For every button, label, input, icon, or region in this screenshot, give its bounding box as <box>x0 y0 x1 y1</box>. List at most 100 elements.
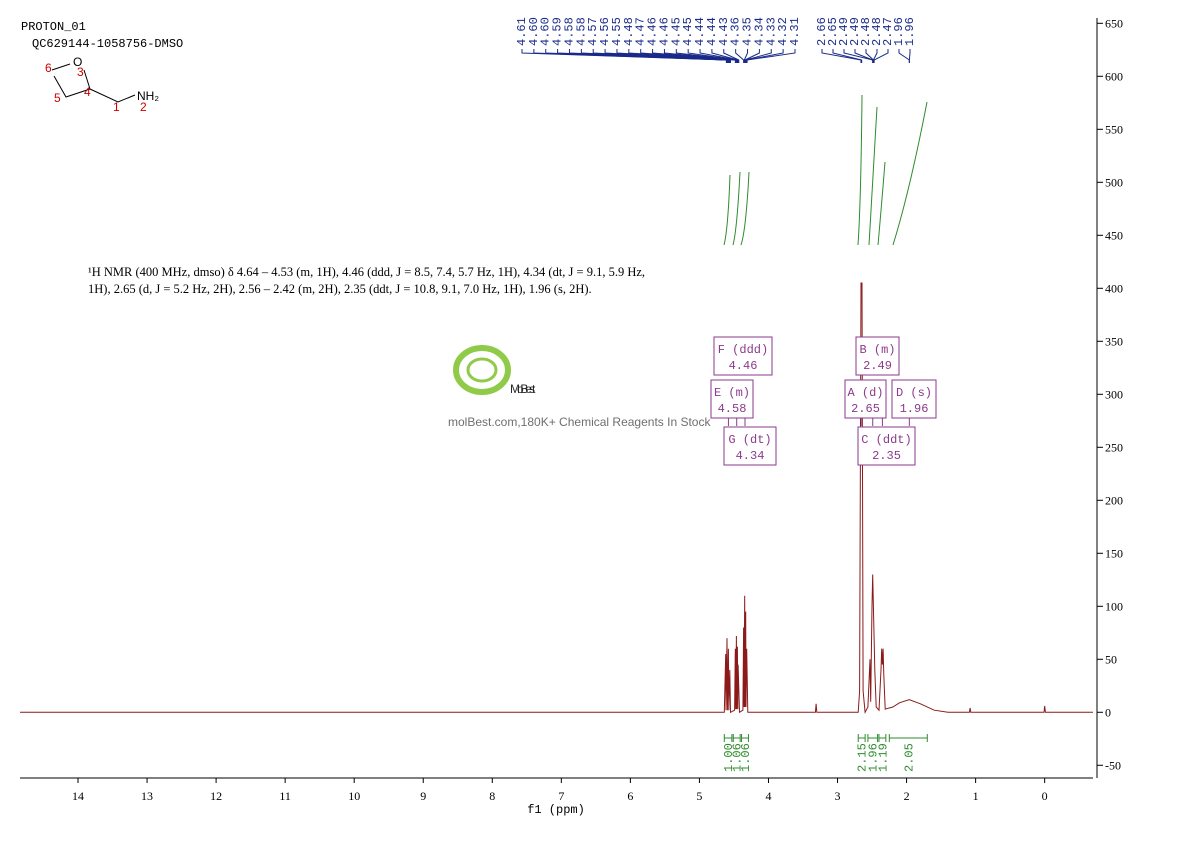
y-tick-label: 400 <box>1105 281 1123 295</box>
multiplet-shift: 4.46 <box>729 359 758 373</box>
peak-label: 2.65 <box>826 17 840 46</box>
peak-label: 4.32 <box>776 17 790 46</box>
bonds <box>51 63 136 103</box>
multiplet-shift: 4.34 <box>736 449 765 463</box>
multiplet-box <box>713 336 773 376</box>
brand: MolBest <box>510 382 536 396</box>
x-tick-label: 7 <box>558 789 564 803</box>
atom-number: 4 <box>84 85 91 99</box>
multiplet-shift: 2.49 <box>863 359 892 373</box>
integral-curve <box>740 171 750 246</box>
multiplet-box <box>844 379 887 419</box>
y-tick-label: 100 <box>1105 599 1123 613</box>
peak-label: 4.44 <box>693 17 707 46</box>
integral-label: 2.05 <box>902 743 916 772</box>
peak-label: 2.48 <box>870 17 884 46</box>
atom-number: 6 <box>45 61 52 75</box>
x-tick-label: 14 <box>72 789 84 803</box>
peak-connector <box>640 49 737 63</box>
peak-connector <box>663 49 738 63</box>
x-tick-label: 0 <box>1042 789 1048 803</box>
atom: O <box>73 55 82 69</box>
multiplet-shift: 1.96 <box>900 402 929 416</box>
peak-label: 4.35 <box>741 17 755 46</box>
integral-bracket <box>723 734 733 742</box>
peak-label: 4.36 <box>729 17 743 46</box>
x-tick-label: 5 <box>696 789 702 803</box>
x-tick-label: 9 <box>420 789 426 803</box>
multiplet-label: E (m) <box>714 386 750 400</box>
x-tick-label: 3 <box>835 789 841 803</box>
y-tick-label: 250 <box>1105 440 1123 454</box>
peak-connector <box>687 49 738 63</box>
integral-curve <box>868 106 878 246</box>
peak-connector <box>745 49 772 63</box>
peak-label: 4.43 <box>717 17 731 46</box>
peak-connector <box>735 49 745 63</box>
peak-label: 2.47 <box>881 17 895 46</box>
x-tick-label: 12 <box>210 789 222 803</box>
multiplet-shift: 2.35 <box>872 449 901 463</box>
logo <box>453 345 511 395</box>
integral-curve <box>892 101 928 246</box>
peak-label: 4.47 <box>634 17 648 46</box>
multiplet-box <box>891 379 937 419</box>
title: PROTON_01 <box>21 20 86 34</box>
multiplet-label: A (d) <box>847 386 883 400</box>
peak-connector <box>873 49 889 63</box>
peak-label: 4.48 <box>622 17 636 46</box>
peak-connector <box>744 49 760 63</box>
peak-label: 4.33 <box>764 17 778 46</box>
y-tick-label: 300 <box>1105 387 1123 401</box>
peak-label: 4.46 <box>657 17 671 46</box>
y-tick-label: 50 <box>1105 652 1117 666</box>
integral-label: 1.06 <box>731 743 745 772</box>
logo <box>466 357 498 383</box>
multiplet-label: G (dt) <box>728 433 771 447</box>
peak-label: 1.96 <box>892 17 906 46</box>
integral-curve <box>732 171 741 246</box>
y-tick-label: 650 <box>1105 16 1123 30</box>
peak-label: 4.58 <box>574 17 588 46</box>
integral-curve <box>877 161 886 246</box>
peak-label: 4.55 <box>610 17 624 46</box>
integral-curve <box>857 94 863 246</box>
atom-number: 1 <box>113 100 120 114</box>
peak-connector <box>908 49 911 63</box>
watermark: MolBest molBest.com,180K+ Chemical Reage… <box>448 345 711 429</box>
peak-label: 1.96 <box>903 17 917 46</box>
y-tick-label: 150 <box>1105 546 1123 560</box>
peak-connector <box>872 49 878 63</box>
multiplet-shift: 2.65 <box>851 402 880 416</box>
multiplet-label: B (m) <box>859 343 895 357</box>
peak-connector <box>843 49 874 63</box>
integral-label: 1.00 <box>722 743 736 772</box>
integral-bracket <box>888 734 928 742</box>
peak-label: 4.59 <box>551 17 565 46</box>
integral-curves <box>723 94 928 246</box>
y-tick-label: -50 <box>1105 758 1121 772</box>
integral-bracket <box>732 734 741 742</box>
peak-label: 4.46 <box>646 17 660 46</box>
multiplet-label: C (ddt) <box>861 433 911 447</box>
x-axis-label: f1 (ppm) <box>527 803 585 817</box>
integral-label: 2.15 <box>856 743 870 772</box>
peak-connector <box>821 49 862 63</box>
integral-label: 1.19 <box>876 743 890 772</box>
peak-connector <box>832 49 863 63</box>
peak-label: 2.49 <box>848 17 862 46</box>
x-tick-label: 8 <box>489 789 495 803</box>
y-tick-label: 0 <box>1105 705 1111 719</box>
y-tick-label: 600 <box>1105 69 1123 83</box>
multiplet-box <box>857 426 916 466</box>
integral-label: 1.06 <box>739 743 753 772</box>
peak-connector <box>898 49 910 63</box>
peak-label: 4.61 <box>515 17 529 46</box>
peak-label: 4.31 <box>788 17 802 46</box>
peak-connector <box>743 49 749 63</box>
molecule: O NH₂ 1 2 3 4 5 6 <box>45 55 159 114</box>
y-tick-label: 350 <box>1105 334 1123 348</box>
peak-connector <box>746 49 796 63</box>
peak-connector <box>854 49 874 63</box>
